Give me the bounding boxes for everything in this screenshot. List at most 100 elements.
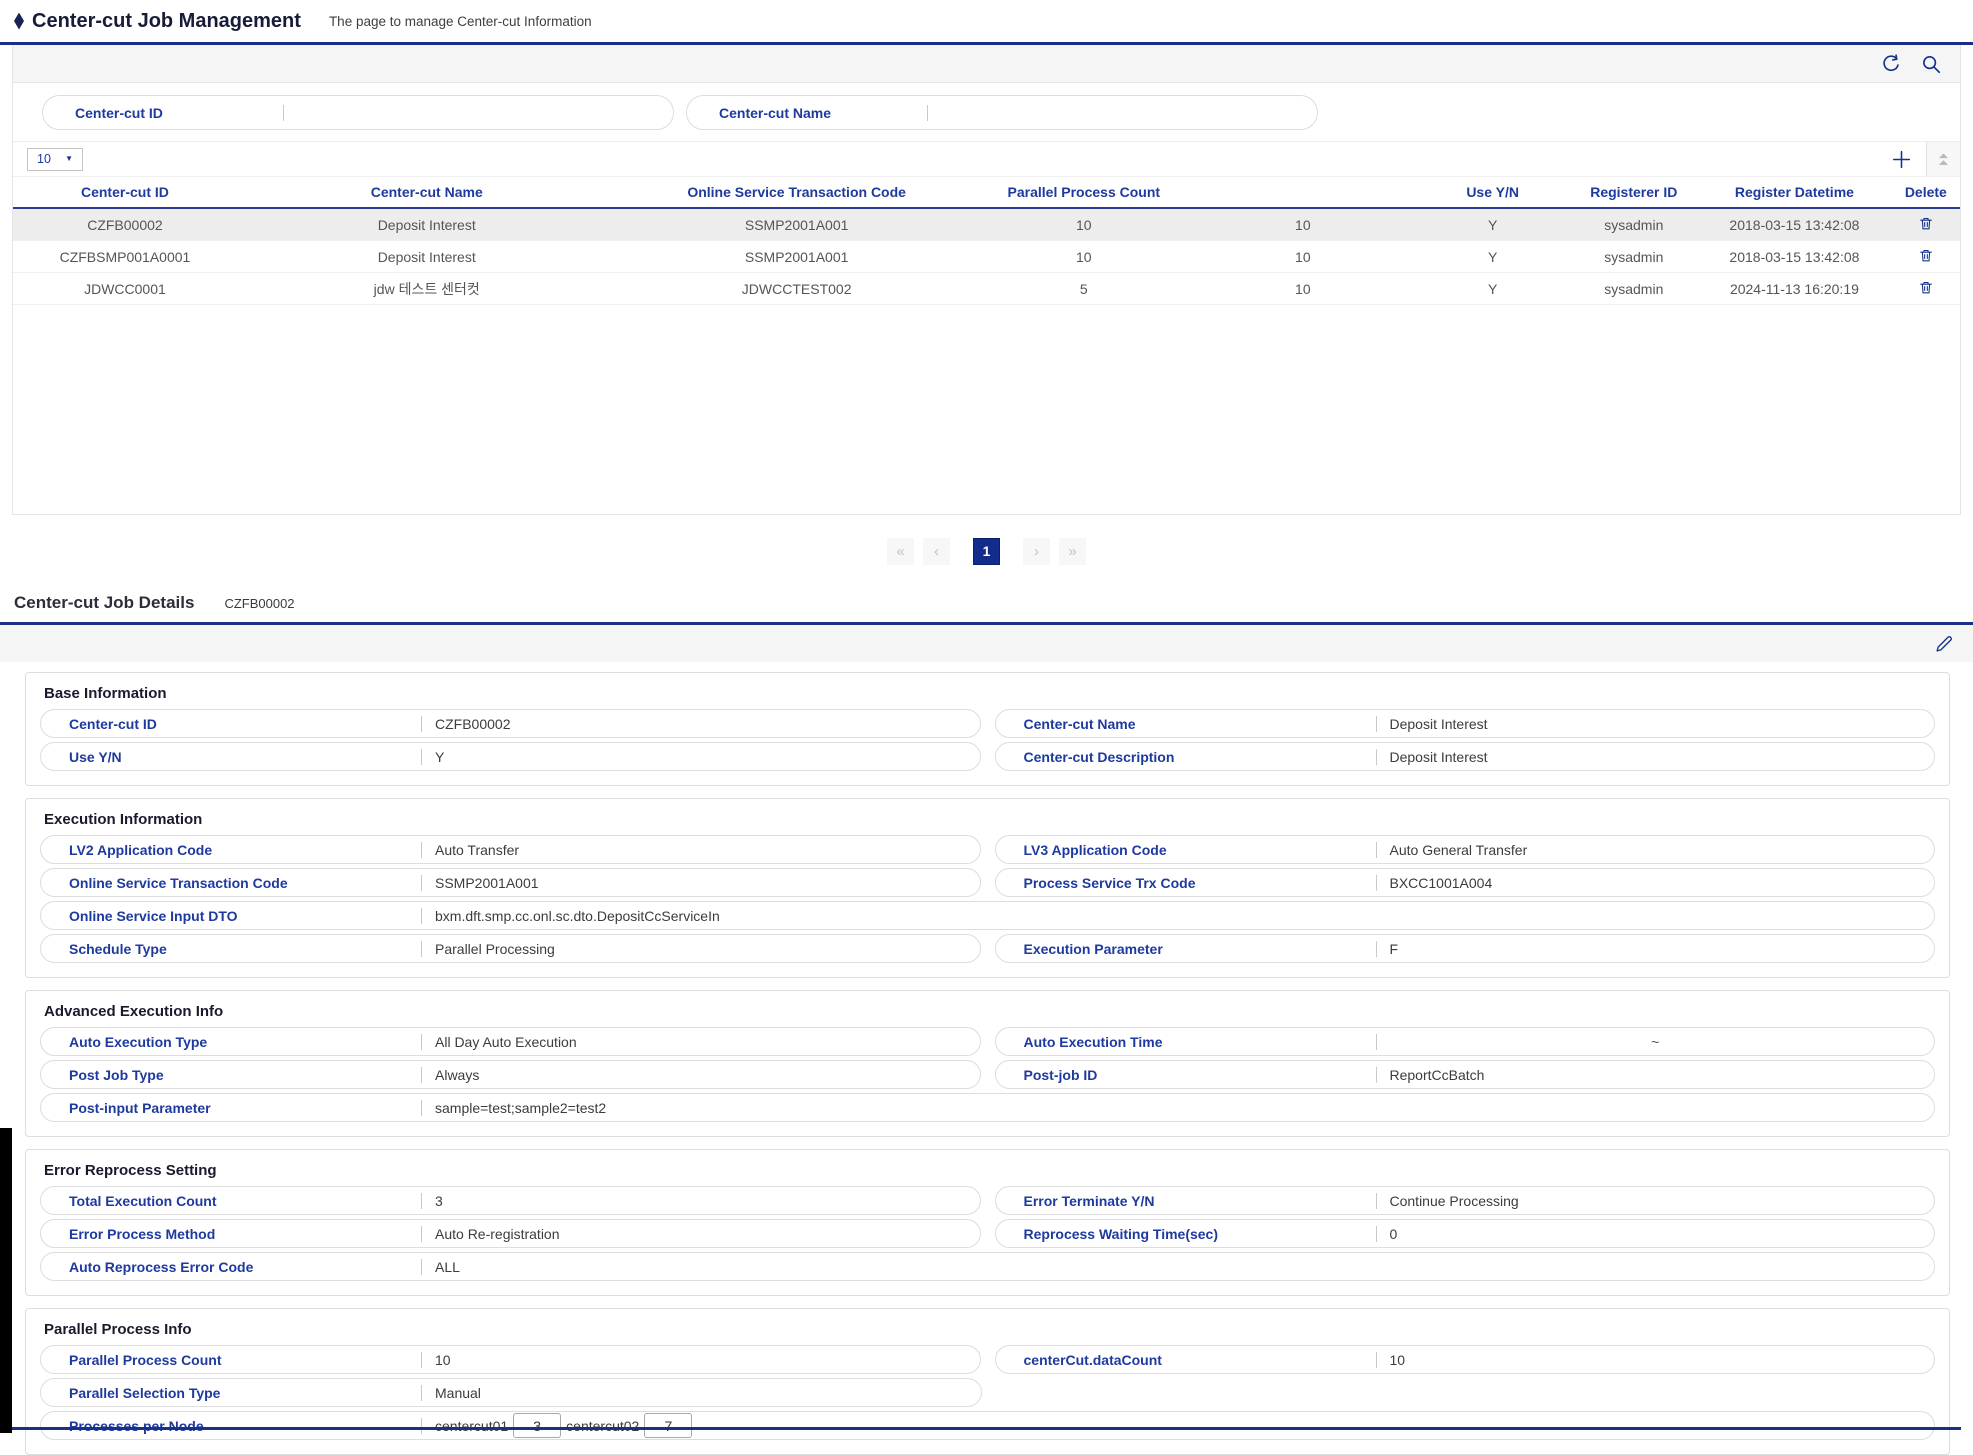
field-row: Online Service Input DTO bxm.dft.smp.cc.o… — [40, 901, 1935, 930]
refresh-button[interactable] — [1880, 53, 1902, 75]
center-cut-id-input[interactable] — [284, 104, 673, 121]
table-cell: Y — [1487, 248, 1498, 265]
page-1-button[interactable]: 1 — [973, 537, 1000, 565]
details-header: Center-cut Job Details CZFB00002 — [0, 587, 1973, 622]
field-value: Continue Processing — [1389, 1192, 1519, 1209]
node-count-input-centercut01[interactable] — [513, 1413, 562, 1438]
details-panels: Base Information Center-cut ID CZFB00002 Ce… — [0, 662, 1973, 1455]
table-cell: Y — [1487, 216, 1498, 233]
range-separator: ~ — [1651, 1033, 1660, 1050]
refresh-icon — [1883, 53, 1899, 71]
delete-button[interactable] — [1892, 215, 1960, 235]
left-scroll-bar[interactable] — [0, 1128, 12, 1433]
panel-error-reprocess-setting: Error Reprocess Setting Total Execution C… — [25, 1149, 1950, 1296]
panel-title: Error Reprocess Setting — [44, 1162, 217, 1179]
column-header-use-y-n: Use Y/N — [1466, 184, 1519, 200]
node-inputs: centercut01 centercut02 — [422, 1413, 693, 1438]
field-value: ALL — [435, 1258, 460, 1275]
node-name: centercut01 — [435, 1417, 509, 1434]
column-header-online-service-transaction-code: Online Service Transaction Code — [687, 184, 906, 200]
field-label: Center-cut Name — [1023, 715, 1136, 732]
field-value: Auto Transfer — [435, 841, 520, 858]
field-divider — [421, 1351, 422, 1368]
table-row[interactable]: CZFB00002 Deposit Interest SSMP2001A001 10 1… — [13, 209, 1960, 241]
field-divider — [421, 715, 422, 732]
field-divider — [1375, 1192, 1377, 1209]
search-row: Center-cut ID Center-cut Name — [13, 83, 1960, 141]
edit-button[interactable] — [1933, 633, 1955, 655]
pagination: « ‹ 1 › » — [0, 515, 1973, 587]
search-button[interactable] — [1920, 53, 1942, 75]
trash-icon — [1919, 249, 1932, 261]
panel-title: Execution Information — [44, 811, 203, 828]
table-cell: JDWCCTEST002 — [741, 280, 852, 297]
field-value: Manual — [435, 1384, 481, 1401]
page-size-value: 10 — [37, 152, 51, 166]
field-post-job-id: Post-job ID ReportCcBatch — [994, 1060, 1935, 1089]
field-auto-execution-time: Auto Execution Time ~ — [994, 1027, 1935, 1056]
add-row-button[interactable] — [1889, 147, 1914, 172]
field-divider — [421, 1258, 422, 1275]
collapse-grid-button[interactable] — [1935, 151, 1952, 168]
column-header-parallel-process-count: Parallel Process Count — [1007, 184, 1161, 200]
field-row: Use Y/N Y Center-cut Description Deposit In… — [40, 742, 1935, 771]
selected-centercut-id: CZFB00002 — [224, 596, 295, 611]
field-reprocess-waiting-time-sec: Reprocess Waiting Time(sec) 0 — [994, 1219, 1935, 1248]
table-cell: sysadmin — [1604, 216, 1664, 233]
field-divider — [927, 104, 928, 121]
field-divider — [1375, 874, 1377, 891]
page-size-select[interactable]: 10 ▼ — [27, 147, 83, 171]
column-header-delete: Delete — [1904, 184, 1947, 200]
last-page-button[interactable]: » — [1059, 537, 1086, 565]
field-error-process-method: Error Process Method Auto Re-registration — [40, 1219, 981, 1248]
field-total-execution-count: Total Execution Count 3 — [40, 1186, 981, 1215]
prev-page-button[interactable]: ‹ — [923, 537, 950, 565]
field-label: Execution Parameter — [1023, 940, 1163, 957]
field-lv3-application-code: LV3 Application Code Auto General Transfe… — [994, 835, 1935, 864]
table-row[interactable]: CZFBSMP001A0001 Deposit Interest SSMP2001A… — [13, 241, 1960, 273]
table-cell: 2024-11-13 16:20:19 — [1729, 280, 1859, 297]
table-cell: 2018-03-15 13:42:08 — [1729, 216, 1860, 233]
field-schedule-type: Schedule Type Parallel Processing — [40, 934, 981, 963]
centercut-table: Center-cut ID Center-cut Name Online Servi… — [13, 176, 1960, 305]
field-divider — [421, 1033, 422, 1050]
node-count-input-centercut02[interactable] — [644, 1413, 693, 1438]
row-spacer — [996, 1378, 1936, 1407]
page-subtitle: The page to manage Center-cut Informatio… — [328, 13, 592, 29]
delete-button[interactable] — [1892, 247, 1960, 267]
node-name: centercut02 — [566, 1417, 640, 1434]
panel-advanced-execution-info: Advanced Execution Info Auto Execution Ty… — [25, 990, 1950, 1137]
field-value: bxm.dft.smp.cc.onl.sc.dto.DepositCcServi… — [435, 907, 720, 924]
field-value: ReportCcBatch — [1389, 1066, 1485, 1083]
field-row: Post-input Parameter sample=test;sample2=… — [40, 1093, 1935, 1122]
field-value: Y — [435, 748, 445, 765]
field-value: BXCC1001A004 — [1389, 874, 1493, 891]
search-field-center-cut-id: Center-cut ID — [42, 95, 674, 130]
field-divider — [1375, 1066, 1377, 1083]
field-row: Online Service Transaction Code SSMP2001A… — [40, 868, 1935, 897]
center-cut-name-input[interactable] — [928, 104, 1317, 121]
field-processes-per-node: Processes per Node centercut01 centercut02 — [40, 1411, 1935, 1440]
table-header-row: Center-cut ID Center-cut Name Online Servi… — [13, 176, 1960, 209]
field-divider — [421, 1225, 422, 1242]
field-label: Schedule Type — [69, 940, 167, 957]
table-cell: SSMP2001A001 — [744, 248, 849, 265]
table-cell: SSMP2001A001 — [744, 216, 849, 233]
field-parallel-process-count: Parallel Process Count 10 — [40, 1345, 981, 1374]
field-center-cut-description: Center-cut Description Deposit Interest — [994, 742, 1935, 771]
field-row: Parallel Selection Type Manual — [40, 1378, 1935, 1407]
field-label: centerCut.dataCount — [1023, 1351, 1162, 1368]
header-divider — [0, 42, 1973, 45]
field-divider — [1375, 1225, 1377, 1242]
table-cell: 10 — [1295, 280, 1311, 297]
field-divider — [1375, 1033, 1377, 1050]
field-post-job-type: Post Job Type Always — [40, 1060, 981, 1089]
field-value: F — [1389, 940, 1399, 957]
field-label: Error Process Method — [69, 1225, 216, 1242]
field-value: Deposit Interest — [1389, 748, 1488, 765]
first-page-button[interactable]: « — [887, 537, 914, 565]
delete-button[interactable] — [1892, 279, 1960, 299]
bottom-divider — [12, 1427, 1961, 1430]
next-page-button[interactable]: › — [1023, 537, 1050, 565]
